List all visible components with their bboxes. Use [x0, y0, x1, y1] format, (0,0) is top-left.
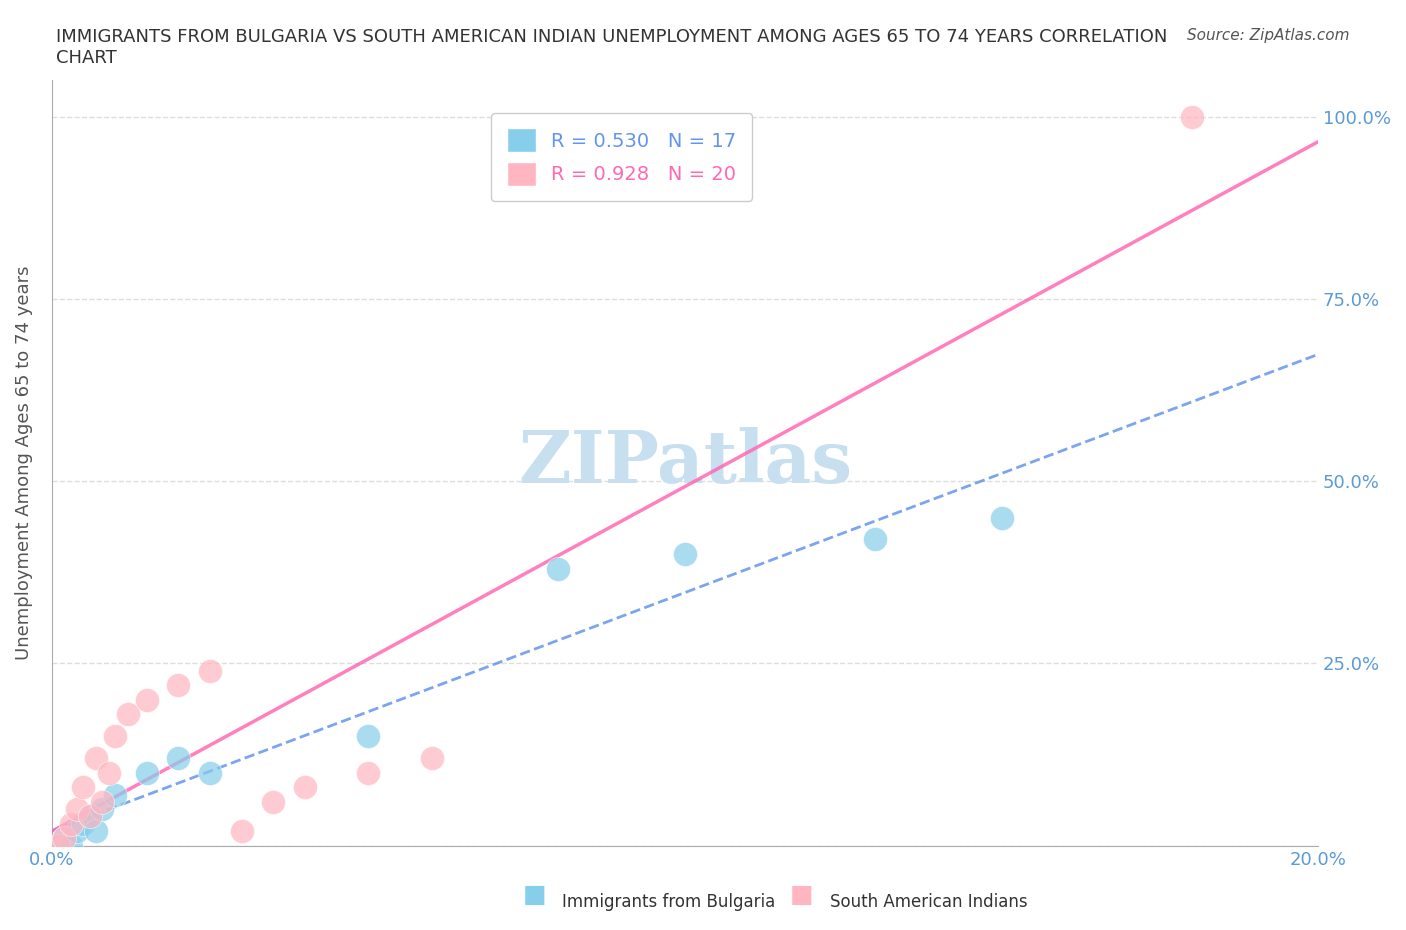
- Point: [66, 802, 89, 817]
- Point: [135, 765, 157, 780]
- Point: [104, 729, 127, 744]
- Point: [91, 794, 114, 809]
- Point: [863, 532, 886, 547]
- Text: ■: ■: [790, 884, 813, 907]
- Point: [79, 809, 101, 824]
- Text: Source: ZipAtlas.com: Source: ZipAtlas.com: [1187, 28, 1350, 43]
- Text: South American Indians: South American Indians: [830, 893, 1028, 911]
- Point: [97, 765, 120, 780]
- Point: [46, 838, 69, 853]
- Point: [1180, 109, 1202, 124]
- Y-axis label: Unemployment Among Ages 65 to 74 years: Unemployment Among Ages 65 to 74 years: [15, 266, 32, 660]
- Point: [294, 780, 316, 795]
- Point: [357, 729, 380, 744]
- Point: [547, 561, 569, 576]
- Point: [198, 663, 221, 678]
- Point: [262, 794, 284, 809]
- Point: [104, 787, 127, 802]
- Point: [117, 707, 139, 722]
- Legend: R = 0.530   N = 17, R = 0.928   N = 20: R = 0.530 N = 17, R = 0.928 N = 20: [491, 113, 752, 201]
- Point: [673, 547, 696, 562]
- Point: [66, 824, 89, 839]
- Point: [198, 765, 221, 780]
- Point: [59, 838, 82, 853]
- Point: [135, 692, 157, 707]
- Point: [72, 780, 94, 795]
- Point: [231, 824, 253, 839]
- Point: [84, 824, 107, 839]
- Point: [53, 830, 76, 845]
- Text: ZIPatlas: ZIPatlas: [517, 428, 852, 498]
- Point: [357, 765, 380, 780]
- Text: Immigrants from Bulgaria: Immigrants from Bulgaria: [562, 893, 776, 911]
- Point: [72, 817, 94, 831]
- Point: [420, 751, 443, 765]
- Point: [990, 511, 1012, 525]
- Point: [53, 830, 76, 845]
- Point: [167, 678, 190, 693]
- Point: [167, 751, 190, 765]
- Text: IMMIGRANTS FROM BULGARIA VS SOUTH AMERICAN INDIAN UNEMPLOYMENT AMONG AGES 65 TO : IMMIGRANTS FROM BULGARIA VS SOUTH AMERIC…: [56, 28, 1167, 67]
- Text: ■: ■: [523, 884, 546, 907]
- Point: [59, 817, 82, 831]
- Point: [91, 802, 114, 817]
- Point: [46, 838, 69, 853]
- Point: [84, 751, 107, 765]
- Point: [79, 809, 101, 824]
